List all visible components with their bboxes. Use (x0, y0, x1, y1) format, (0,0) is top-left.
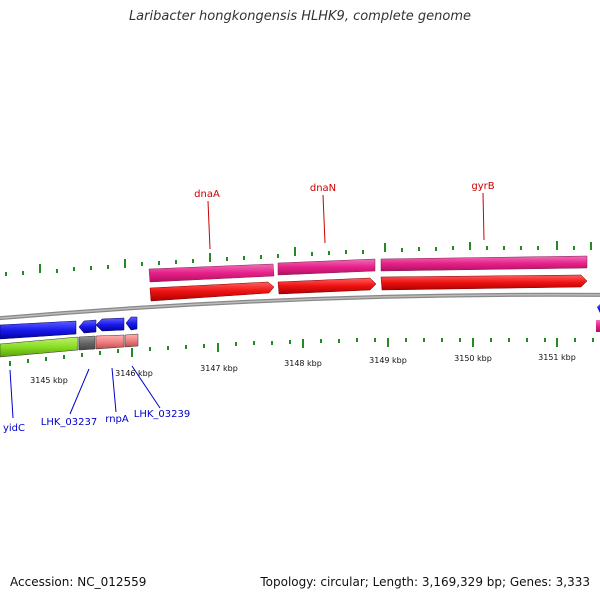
gene-label-dnaN: dnaN (310, 183, 336, 194)
genome-summary-text: Topology: circular; Length: 3,169,329 bp… (260, 575, 590, 589)
gene-label-gyrB: gyrB (471, 181, 494, 192)
gene-track-bottom-colored (0, 333, 139, 358)
gene-arrow-partial-right-blue (597, 304, 600, 313)
gene-block-LHK_03239 (124, 333, 139, 348)
gene-block-yidC (0, 336, 79, 358)
gene-track-top-red (149, 274, 588, 302)
scale-label-3151: 3151 kbp (538, 353, 576, 362)
gene-arrow-LHK_03239 (125, 316, 138, 331)
gene-label-LHK_03237: LHK_03237 (41, 417, 97, 428)
gene-label-rnpA: rnpA (105, 414, 129, 425)
gene-block-dnaN (277, 258, 376, 276)
gene-block-rnpA (95, 334, 125, 350)
gene-label-dnaA: dnaA (194, 189, 220, 200)
map-title: Laribacter hongkongensis HLHK9, complete… (128, 9, 472, 24)
gene-label-LHK_03239: LHK_03239 (134, 409, 190, 420)
scale-label-3149: 3149 kbp (369, 356, 407, 365)
gene-label-yidC: yidC (3, 423, 25, 434)
scale-label-3150: 3150 kbp (454, 354, 492, 363)
gene-block-partial-right-pink (596, 320, 600, 332)
scale-label-3147: 3147 kbp (200, 364, 238, 373)
gene-arrow-gyrB (380, 274, 588, 291)
bottom-gene-leaders (9, 365, 161, 419)
gene-arrow-yidC (0, 320, 77, 340)
gene-track-top-pink (148, 255, 588, 283)
genome-backbone (0, 292, 600, 321)
accession-text: Accession: NC_012559 (10, 575, 147, 589)
gene-arrow-dnaN (277, 277, 377, 295)
scale-label-3148: 3148 kbp (284, 359, 322, 368)
gene-arrow-dnaA (149, 281, 275, 302)
gene-block-LHK_03237 (78, 335, 96, 351)
gene-block-gyrB (380, 255, 588, 272)
scale-label-3145: 3145 kbp (30, 376, 68, 385)
gene-block-dnaA (148, 263, 275, 283)
top-gene-leaders (207, 192, 485, 250)
outer-tick-row (5, 241, 592, 276)
gene-arrow-rnpA (95, 317, 125, 332)
gene-track-bottom-blue (0, 316, 138, 340)
inner-tick-row (9, 338, 594, 366)
scale-label-3146: 3146 kbp (115, 369, 153, 378)
gene-arrow-LHK_03237 (78, 319, 97, 334)
